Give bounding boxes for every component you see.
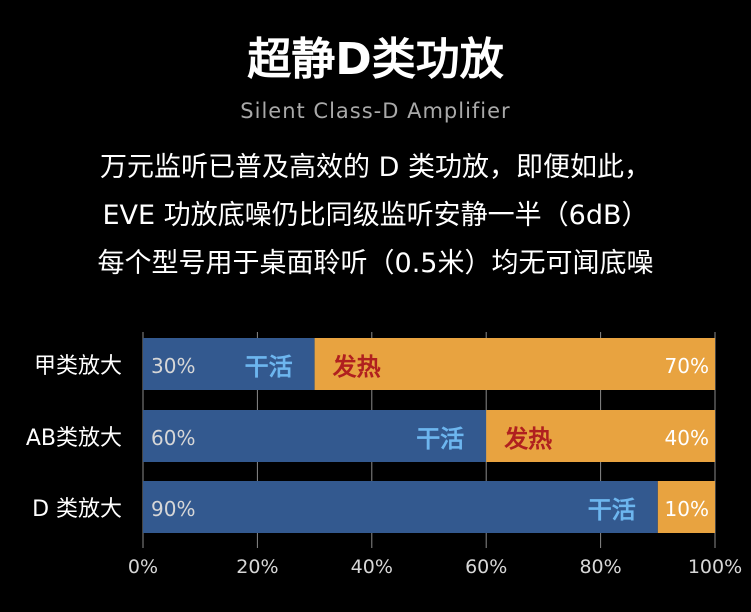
series-label: 干活 — [416, 425, 464, 453]
bar-segment — [657, 481, 715, 533]
x-tick-label: 40% — [351, 556, 393, 578]
bar-segment — [143, 410, 487, 462]
series-label: 发热 — [503, 425, 552, 453]
bar-segment — [486, 410, 715, 462]
x-tick-label: 80% — [579, 556, 621, 578]
category-label: 甲类放大 — [34, 354, 122, 379]
series-label: 发热 — [332, 353, 381, 381]
x-tick-label: 0% — [128, 556, 158, 578]
data-label: 30% — [151, 354, 195, 378]
series-label: 干活 — [245, 353, 293, 381]
description-line-3: 每个型号用于桌面聆听（0.5米）均无可闻底噪 — [97, 248, 654, 279]
chart-title: 超静D类功放 — [247, 34, 504, 85]
x-tick-label: 60% — [465, 556, 507, 578]
series-label: 干活 — [588, 496, 636, 524]
chart-subtitle: Silent Class-D Amplifier — [240, 99, 511, 123]
description-line-1: 万元监听已普及高效的 D 类功放，即便如此， — [100, 152, 651, 183]
bar-segment — [143, 338, 315, 390]
data-label: 90% — [151, 497, 195, 521]
data-label: 70% — [665, 354, 709, 378]
category-label: AB类放大 — [26, 426, 122, 451]
bar-segment — [314, 338, 715, 390]
x-tick-label: 20% — [236, 556, 278, 578]
bar-segment — [143, 481, 658, 533]
data-label: 60% — [151, 426, 195, 450]
x-tick-label: 100% — [688, 556, 742, 578]
data-label: 10% — [665, 497, 709, 521]
category-label: D 类放大 — [32, 497, 122, 522]
data-label: 40% — [665, 426, 709, 450]
description-line-2: EVE 功放底噪仍比同级监听安静一半（6dB） — [102, 200, 649, 231]
